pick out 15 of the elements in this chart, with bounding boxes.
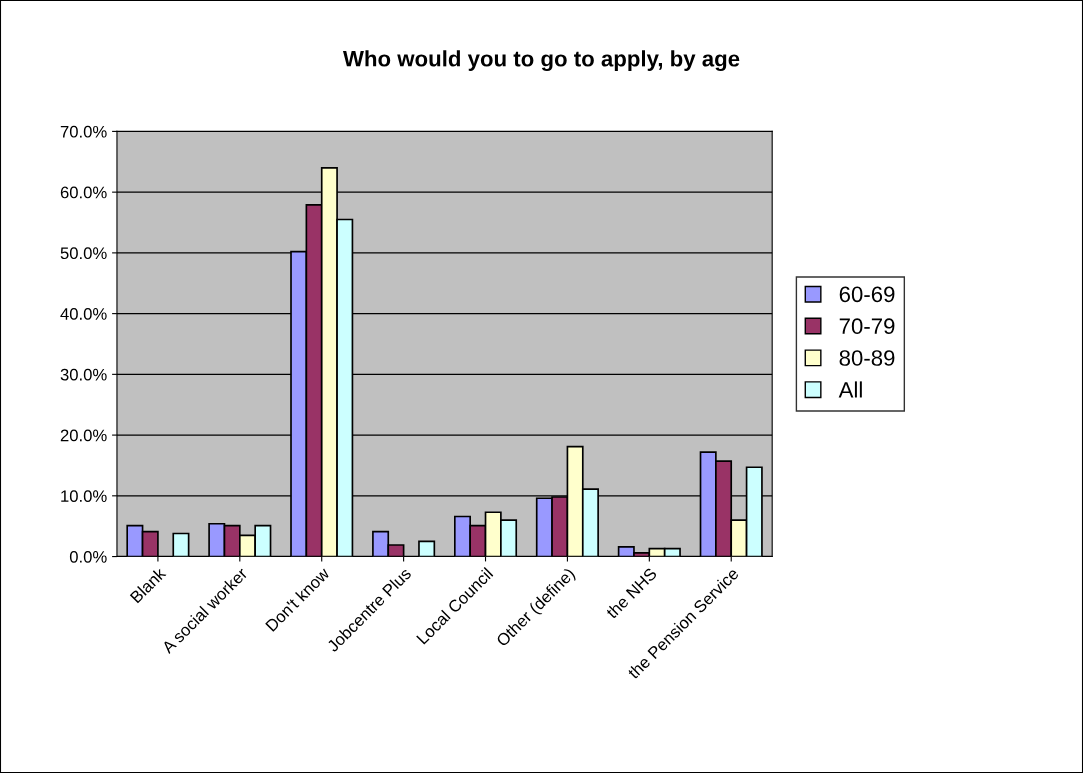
y-tick-label: 10.0% <box>61 490 107 503</box>
chart-title: Who would you to go to apply, by age <box>342 50 740 72</box>
legend-label: All <box>838 381 862 398</box>
y-tick-label: 60.0% <box>60 186 107 199</box>
y-tick-label: 70.0% <box>60 125 107 138</box>
y-tick-label: 50.0% <box>60 247 107 260</box>
legend-label: 80-89 <box>839 350 895 366</box>
y-tick-label: 20.0% <box>60 429 107 442</box>
bar <box>172 532 190 557</box>
y-tick-label: 40.0% <box>60 308 107 320</box>
y-tick-label: 0.0% <box>69 550 107 563</box>
bar <box>418 540 436 557</box>
legend-label: 70-79 <box>839 318 895 335</box>
y-tick-label: 30.0% <box>60 368 107 381</box>
legend-label: 60-69 <box>839 286 895 303</box>
